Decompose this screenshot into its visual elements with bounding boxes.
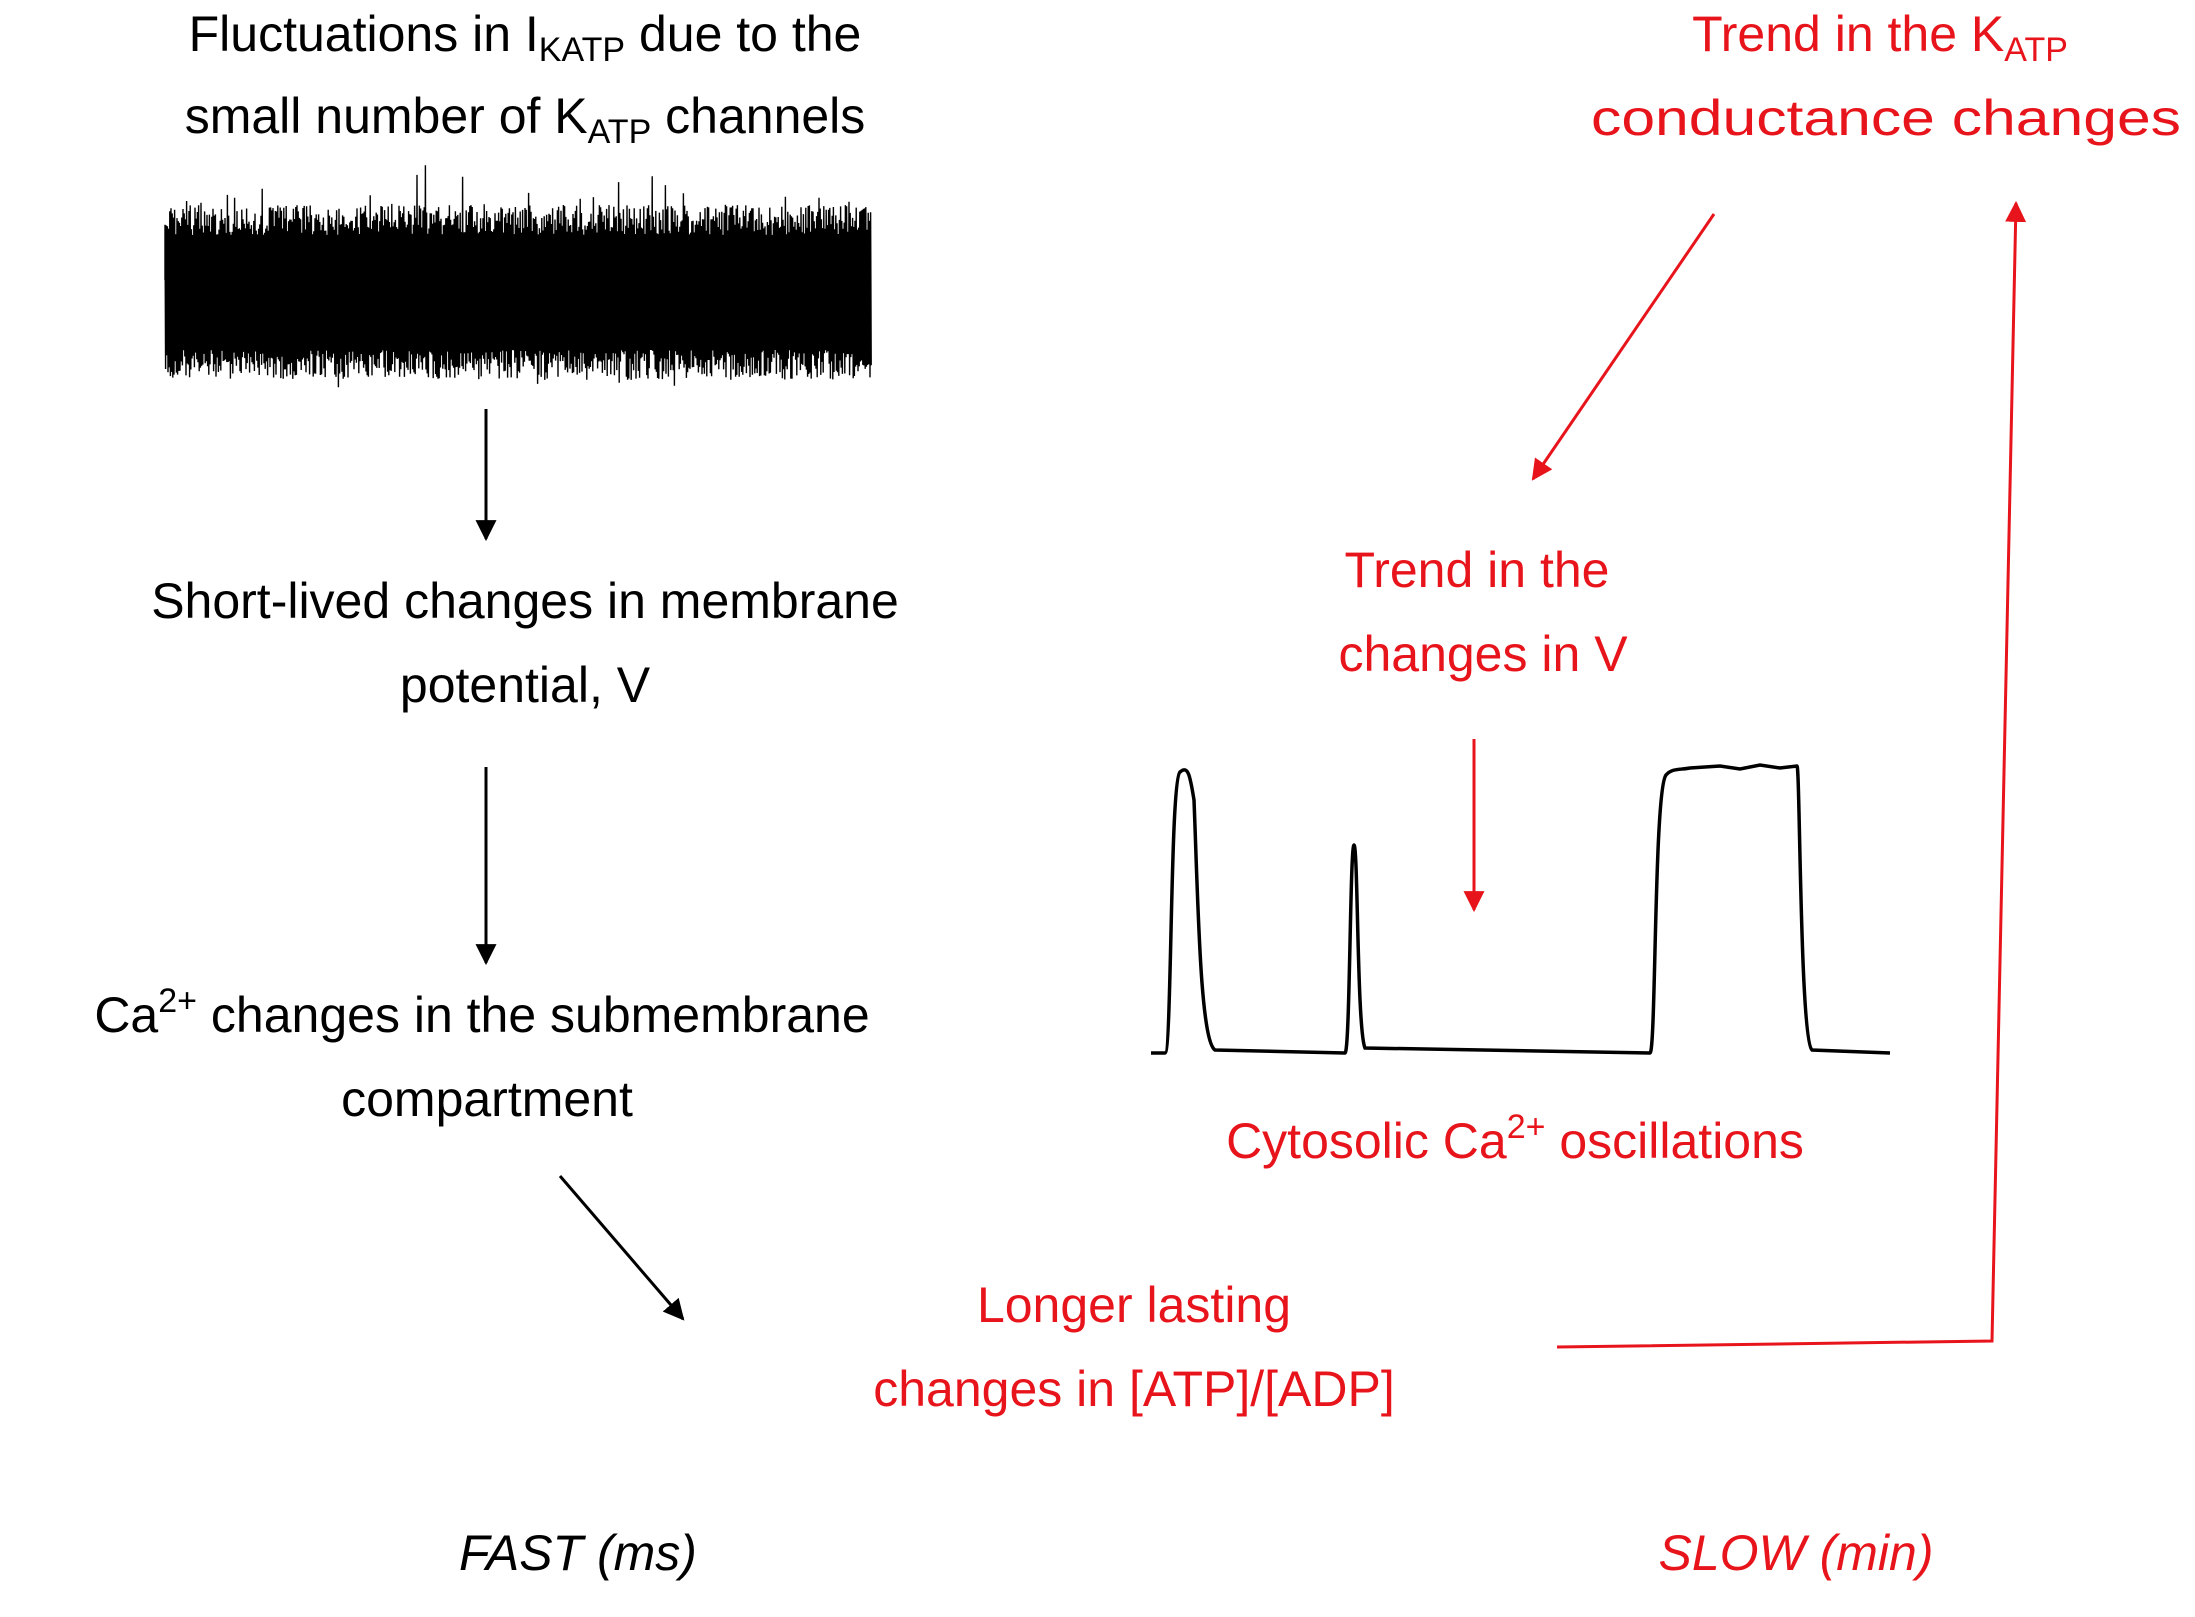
timescale-label: FAST (ms) bbox=[459, 1525, 697, 1581]
calcium-trace bbox=[1151, 763, 1891, 1055]
feedback-arrow bbox=[1556, 200, 2027, 1349]
superscript: 2+ bbox=[1507, 1108, 1546, 1146]
arrow bbox=[558, 1175, 685, 1321]
text-part: Trend in the K bbox=[1692, 6, 2004, 62]
node-label: changes in [ATP]/[ADP] bbox=[873, 1361, 1395, 1417]
node-label: compartment bbox=[341, 1071, 633, 1127]
text-part: small number of K bbox=[185, 88, 588, 144]
arrow bbox=[1531, 213, 1716, 481]
node-label: Short-lived changes in membrane bbox=[151, 573, 899, 629]
node-label: Ca2+ changes in the submembrane bbox=[94, 982, 869, 1043]
node-label: Longer lasting bbox=[977, 1277, 1291, 1333]
text-part: Cytosolic Ca bbox=[1226, 1113, 1507, 1169]
node-label: Fluctuations in IKATP due to the bbox=[189, 6, 862, 69]
text-part: oscillations bbox=[1545, 1113, 1803, 1169]
node-label: conductance changes bbox=[1591, 90, 2181, 146]
text-part: due to the bbox=[625, 6, 861, 62]
text-part: changes in the submembrane bbox=[197, 987, 870, 1043]
node-label: Trend in the KATP bbox=[1692, 6, 2068, 69]
subscript: ATP bbox=[588, 113, 652, 151]
subscript: KATP bbox=[539, 31, 625, 69]
node-label: potential, V bbox=[400, 657, 651, 713]
text-part: Ca bbox=[94, 987, 158, 1043]
node-label: Cytosolic Ca2+ oscillations bbox=[1226, 1108, 1804, 1169]
current-noise-trace bbox=[164, 165, 872, 388]
timescale-label: SLOW (min) bbox=[1659, 1525, 1934, 1581]
superscript: 2+ bbox=[158, 982, 197, 1020]
node-label: Trend in the bbox=[1345, 542, 1610, 598]
subscript: ATP bbox=[2004, 31, 2068, 69]
text-part: channels bbox=[651, 88, 865, 144]
text-part: Fluctuations in I bbox=[189, 6, 539, 62]
node-label: changes in V bbox=[1338, 626, 1628, 682]
node-label: small number of KATP channels bbox=[185, 88, 866, 151]
